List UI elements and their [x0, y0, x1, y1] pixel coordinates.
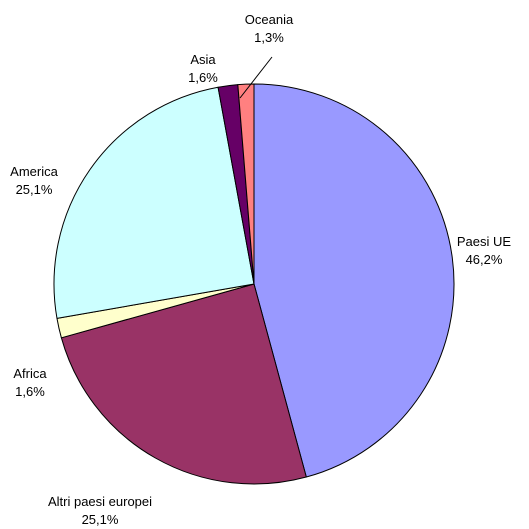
slice-labels: Paesi UE 46,2% Altri paesi europei 25,1% Afr… — [10, 12, 511, 527]
pie-slice-oceania — [237, 83, 255, 285]
leader-line-oceania — [239, 56, 273, 99]
pie-slice-altri-paesi-europei — [60, 283, 307, 485]
slice-value-asia: 1,6% — [188, 70, 218, 85]
pie-slices — [53, 83, 455, 485]
slice-label-america: America — [10, 164, 58, 179]
slice-label-altri-paesi-europei: Altri paesi europei — [48, 494, 152, 509]
slice-label-africa: Africa — [13, 366, 47, 381]
slice-label-asia: Asia — [190, 52, 216, 67]
slice-label-paesi-ue: Paesi UE — [457, 234, 512, 249]
slice-value-oceania: 1,3% — [254, 30, 284, 45]
slice-value-america: 25,1% — [16, 182, 53, 197]
pie-slice-america — [53, 86, 255, 319]
leader-lines — [239, 56, 273, 99]
pie-slice-paesi-ue — [253, 83, 455, 478]
slice-value-africa: 1,6% — [15, 384, 45, 399]
slice-value-paesi-ue: 46,2% — [466, 252, 503, 267]
slice-label-oceania: Oceania — [245, 12, 294, 27]
slice-value-altri-paesi-europei: 25,1% — [82, 512, 119, 527]
